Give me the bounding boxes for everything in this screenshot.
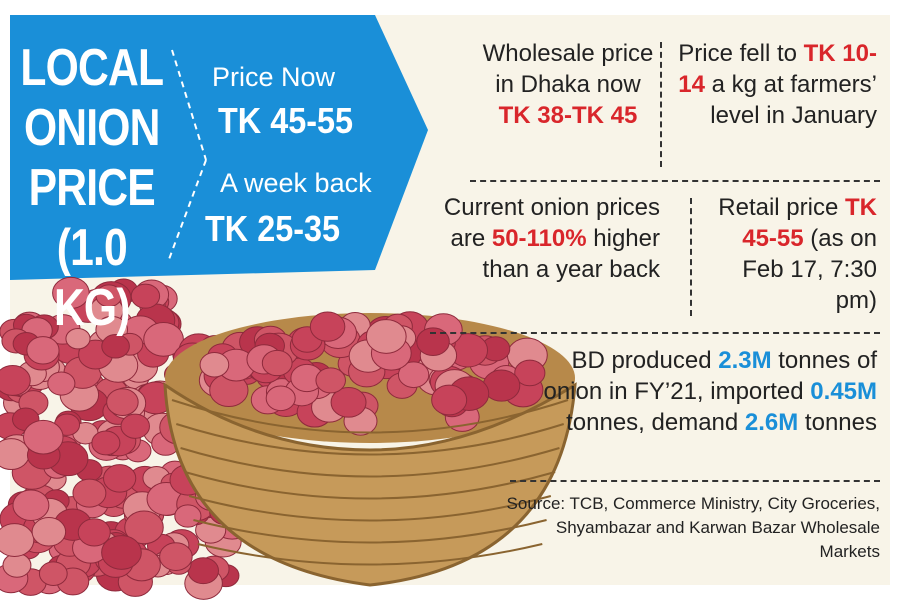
onion bbox=[38, 561, 68, 586]
weave-line bbox=[180, 447, 560, 478]
price-value: TK 25-35 bbox=[205, 208, 341, 249]
weave-line bbox=[175, 423, 565, 456]
fact-text: tonnes bbox=[798, 409, 877, 436]
title-line: LOCAL bbox=[20, 39, 164, 97]
onion bbox=[106, 388, 139, 416]
basket-weave bbox=[171, 399, 569, 566]
fact: Wholesale price in Dhaka now TK 38-TK 45 bbox=[478, 38, 658, 131]
fact-text: tonnes, demand bbox=[566, 409, 745, 436]
onion bbox=[0, 365, 31, 396]
divider bbox=[171, 49, 207, 161]
divider bbox=[660, 42, 662, 167]
onion bbox=[365, 319, 407, 354]
weave-line bbox=[171, 399, 569, 434]
weave-line bbox=[188, 495, 552, 522]
onion bbox=[101, 334, 130, 359]
onion bbox=[77, 518, 111, 547]
divider bbox=[430, 332, 880, 334]
onion bbox=[31, 517, 67, 547]
onion bbox=[2, 552, 32, 578]
fact-text: Wholesale price in Dhaka now bbox=[482, 40, 654, 98]
onion bbox=[47, 371, 76, 396]
fact-text: tonnes of onion in FY’21, imported bbox=[543, 347, 877, 405]
highlight: 0.45M bbox=[810, 378, 877, 405]
onion bbox=[315, 367, 346, 394]
onion bbox=[397, 361, 430, 389]
fact: Current onion prices are 50-110% higher … bbox=[420, 192, 660, 285]
title-line: ONION bbox=[23, 99, 160, 157]
highlight: 50-110% bbox=[491, 225, 587, 252]
divider bbox=[167, 159, 207, 263]
onion bbox=[431, 384, 468, 416]
highlight: TK 38-TK 45 bbox=[498, 102, 638, 129]
onion bbox=[187, 557, 220, 585]
onion bbox=[130, 283, 161, 309]
onion bbox=[72, 478, 107, 508]
onion bbox=[120, 413, 150, 439]
title: LOCAL ONION PRICE (1.0 KG) bbox=[18, 38, 166, 338]
onion bbox=[95, 284, 123, 308]
basket-onions bbox=[198, 311, 548, 436]
highlight: TK 10-14 bbox=[678, 40, 877, 98]
fact-text: Price fell to bbox=[678, 40, 804, 67]
onion bbox=[101, 535, 142, 570]
highlight: 2.3M bbox=[718, 347, 772, 374]
fact-text: Current onion prices are bbox=[443, 194, 660, 252]
onion bbox=[0, 523, 35, 557]
onion bbox=[514, 359, 546, 387]
price-value: TK 45-55 bbox=[218, 100, 354, 141]
onion bbox=[102, 464, 137, 493]
onion bbox=[330, 386, 367, 418]
onion bbox=[199, 352, 230, 378]
fact: BD produced 2.3M tonnes of onion in FY’2… bbox=[520, 345, 877, 438]
fact-text: higher than a year back bbox=[482, 225, 660, 283]
divider bbox=[510, 480, 880, 482]
onion bbox=[265, 385, 296, 412]
onion bbox=[174, 504, 202, 528]
title-line: (1.0 KG) bbox=[53, 219, 131, 337]
title-line: PRICE bbox=[28, 159, 156, 217]
onion bbox=[124, 510, 164, 545]
weave-line bbox=[197, 543, 543, 566]
onion bbox=[26, 336, 60, 365]
weave-line bbox=[184, 471, 556, 500]
onion bbox=[65, 327, 91, 350]
source: Source: TCB, Commerce Ministry, City Gro… bbox=[506, 494, 880, 561]
fact: Retail price TK 45-55 (as on Feb 17, 7:3… bbox=[700, 192, 877, 316]
divider bbox=[690, 198, 692, 316]
highlight: 2.6M bbox=[744, 409, 799, 436]
fact: Price fell to TK 10-14 a kg at farmers’ … bbox=[672, 38, 877, 131]
onion bbox=[261, 349, 293, 377]
price-label: Price Now bbox=[212, 62, 336, 92]
weave-line bbox=[193, 519, 547, 544]
fact-text: Retail price bbox=[718, 194, 845, 221]
onion bbox=[12, 489, 50, 521]
fact-text: BD produced bbox=[571, 347, 719, 374]
price-label: A week back bbox=[220, 168, 372, 198]
onion bbox=[52, 276, 90, 309]
fact-text: (as on Feb 17, 7:30 pm) bbox=[742, 225, 877, 314]
onion bbox=[159, 542, 193, 571]
divider bbox=[470, 180, 880, 182]
blue-arrow bbox=[10, 15, 428, 280]
onion bbox=[416, 327, 450, 357]
onion bbox=[91, 430, 121, 456]
onion bbox=[309, 311, 346, 342]
onion bbox=[22, 419, 64, 455]
fact-text: a kg at farmers’ level in January bbox=[704, 71, 877, 129]
highlight: TK 45-55 bbox=[742, 194, 877, 252]
